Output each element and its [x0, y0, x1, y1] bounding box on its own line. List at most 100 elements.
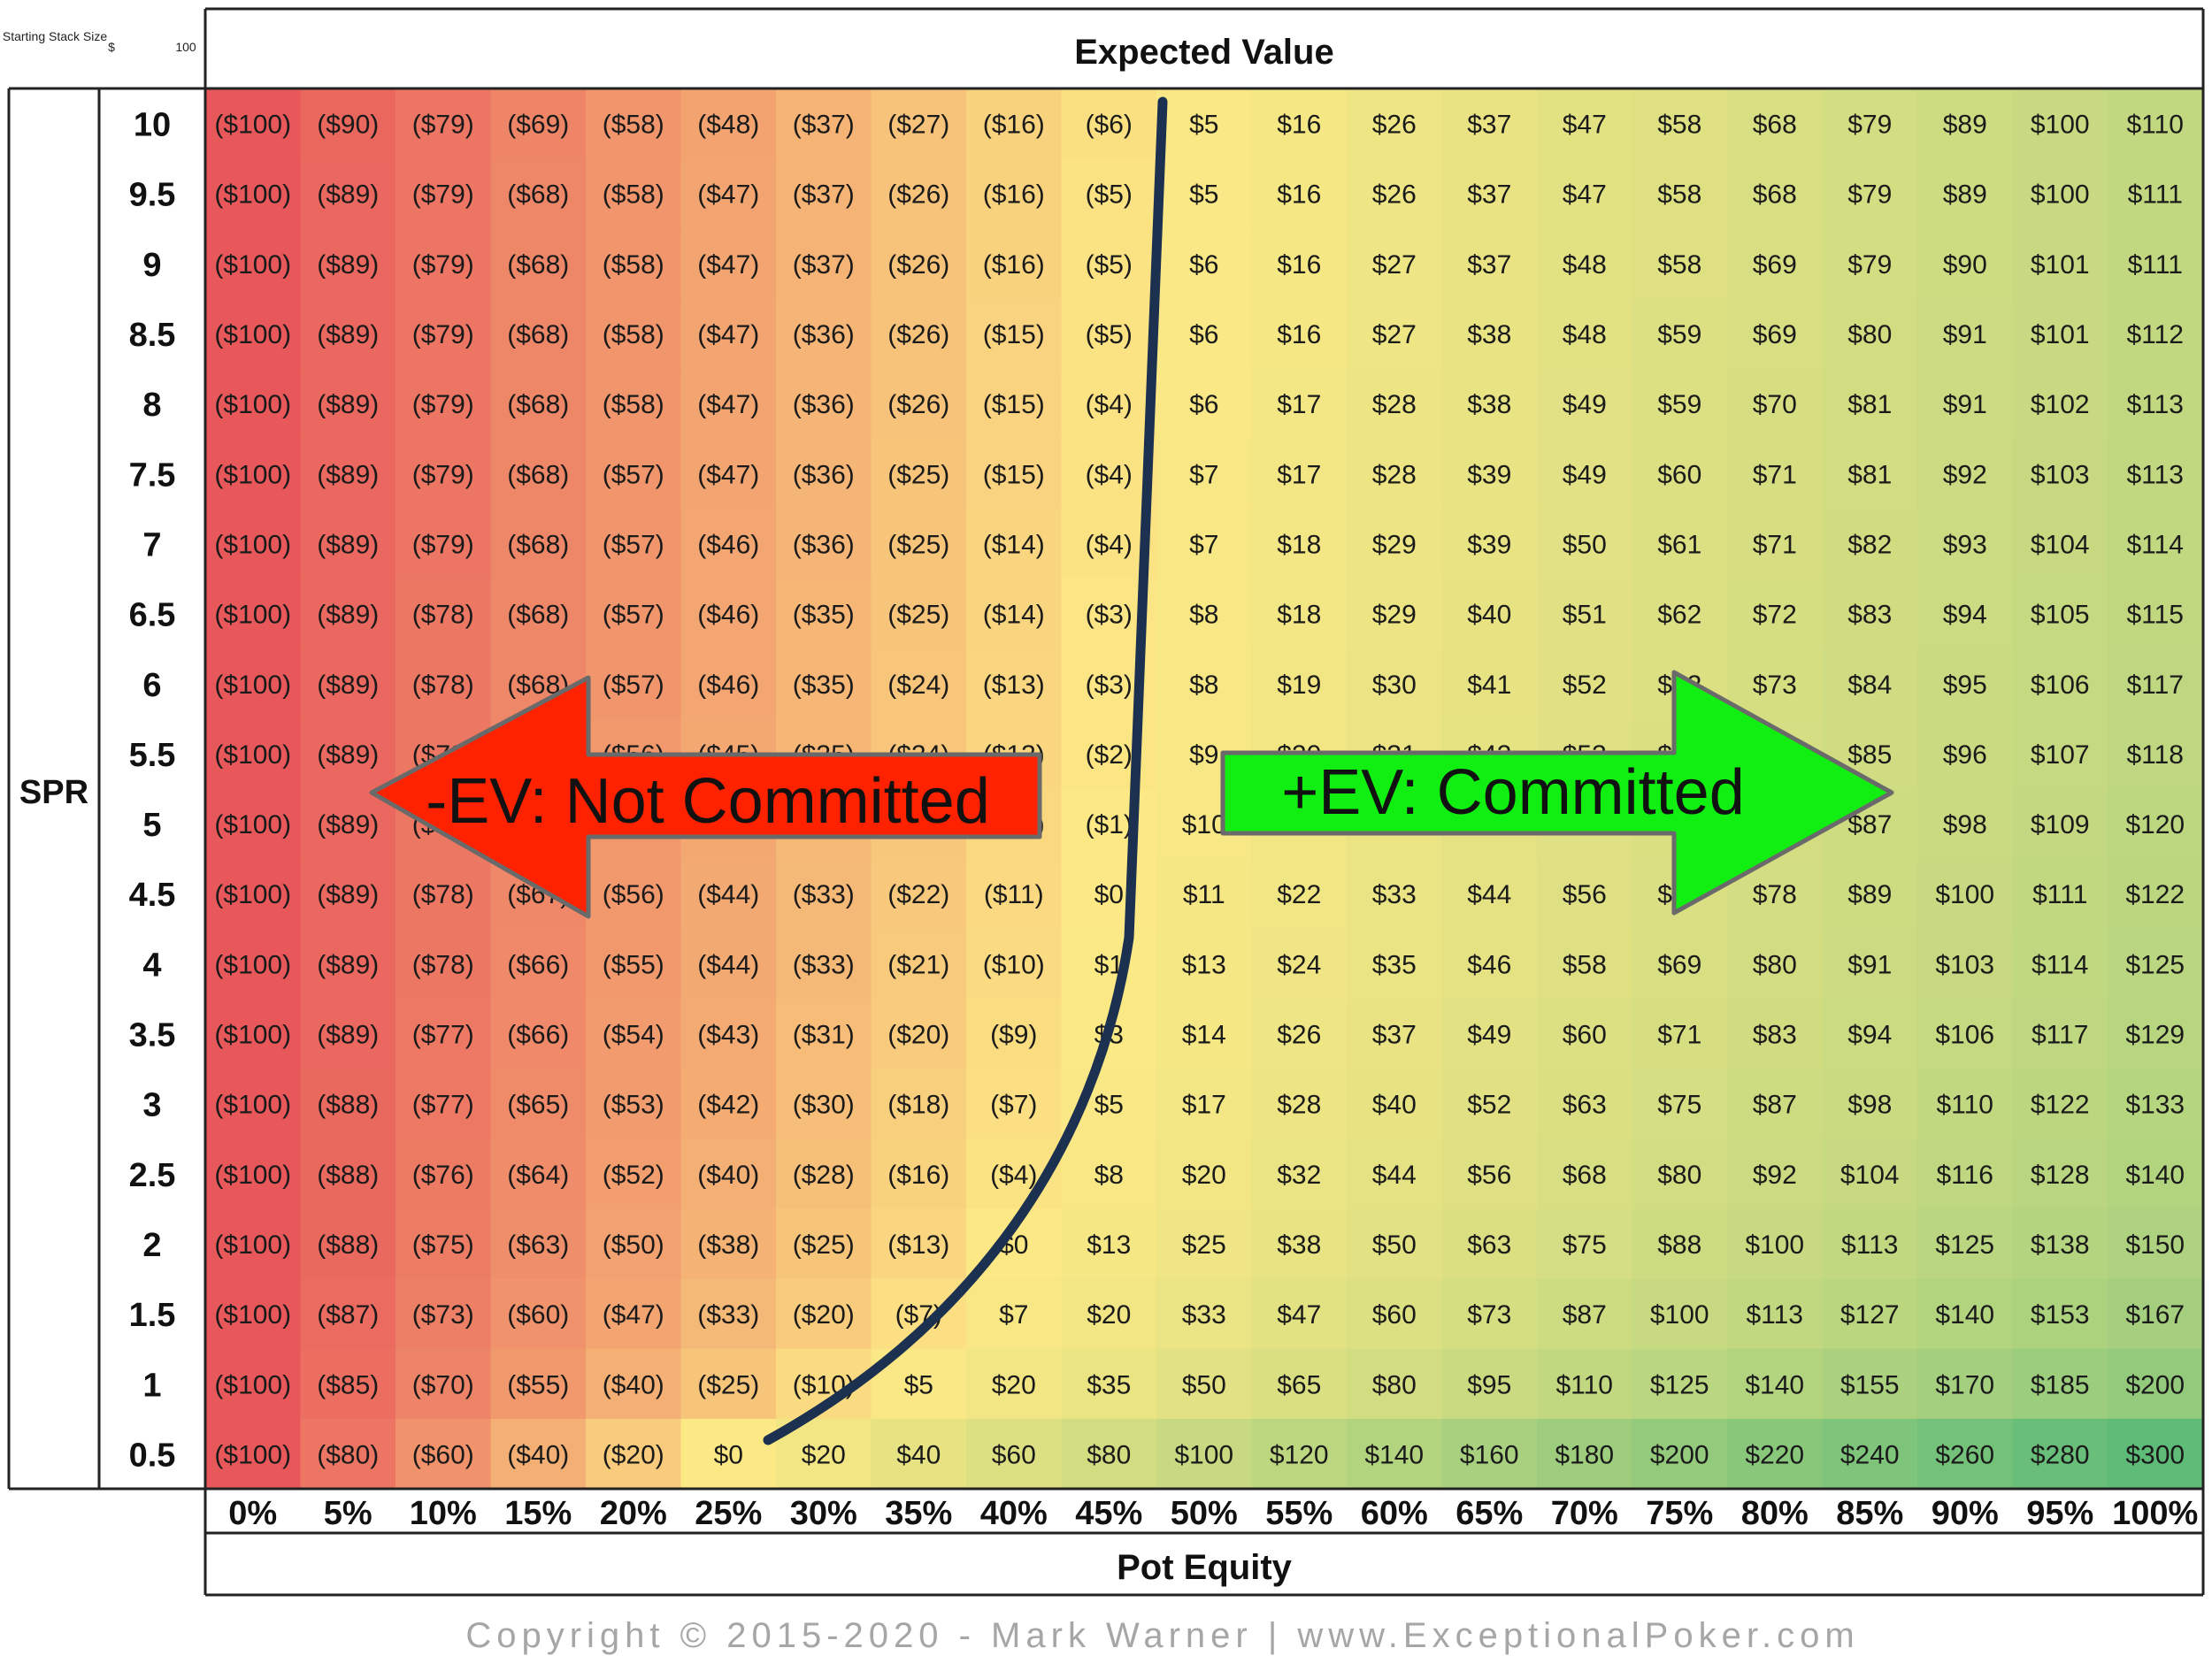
cell-value-label: $27 [1372, 320, 1417, 349]
heatmap-cell [1727, 1138, 1824, 1209]
heatmap-cell [1917, 928, 2014, 1000]
heatmap-cell [1537, 1348, 1633, 1420]
cell-value-label: ($3) [1086, 671, 1133, 700]
heatmap-cell [776, 298, 872, 370]
cell-value-label: ($35) [793, 671, 855, 700]
heatmap-cell [586, 508, 682, 579]
cell-value-label: $75 [1657, 1091, 1701, 1120]
cell-value-label: $65 [1277, 1370, 1321, 1399]
heatmap-cell [1156, 1278, 1253, 1350]
cell-value-label: $94 [1847, 1021, 1892, 1050]
cell-value-label: $91 [1943, 320, 1987, 349]
heatmap-cell [1917, 998, 2014, 1069]
cell-value-label: $300 [2125, 1440, 2185, 1469]
heatmap-cell [1537, 368, 1633, 440]
heatmap-cell [1347, 1069, 1443, 1139]
heatmap-cell [776, 928, 872, 1000]
heatmap-cell [680, 1138, 777, 1209]
x-tick-label: 80% [1741, 1495, 1809, 1532]
heatmap-cell [1347, 858, 1443, 930]
axis-labels: Starting Stack Size $ 100 Expected Value… [3, 29, 2198, 1587]
cell-value-label: $68 [1753, 111, 1797, 140]
y-tick-label: 8.5 [129, 317, 176, 354]
cell-value-label: $78 [1753, 880, 1797, 909]
heatmap-cell [1061, 1208, 1157, 1280]
heatmap-cell [490, 1138, 587, 1209]
cell-value-label: ($88) [317, 1161, 379, 1190]
heatmap-cell [966, 158, 1063, 229]
heatmap-cell [396, 858, 492, 930]
cell-value-label: $7 [1189, 460, 1218, 489]
heatmap-cell [2108, 928, 2204, 1000]
cell-value-label: $70 [1753, 390, 1797, 419]
cell-value-label: $140 [2125, 1161, 2185, 1190]
commitment-curve [763, 96, 1168, 1445]
heatmap-cell [2108, 1069, 2204, 1139]
heatmap-cell [1441, 858, 1538, 930]
heatmap-cell [586, 928, 682, 1000]
cell-value-label: ($100) [214, 530, 291, 559]
heatmap-cell [586, 158, 682, 229]
cell-value-label: $18 [1277, 530, 1321, 559]
heatmap-cell [1061, 1278, 1157, 1350]
heatmap-cell [586, 368, 682, 440]
heatmap-cell [1537, 579, 1633, 649]
heatmap-cell [205, 158, 302, 229]
heatmap-cell [1632, 1208, 1728, 1280]
cell-value-label: $71 [1753, 530, 1797, 559]
heatmap-cell [776, 858, 872, 930]
heatmap-cell [1727, 1208, 1824, 1280]
heatmap-cell [1917, 1208, 2014, 1280]
cell-value-label: $112 [2126, 320, 2184, 349]
heatmap-cell [680, 228, 777, 300]
heatmap-cell [2012, 1418, 2108, 1490]
cell-value-label: ($16) [983, 111, 1045, 140]
heatmap-cell [680, 1348, 777, 1420]
cell-value-label: ($5) [1086, 180, 1133, 210]
heatmap-cell [1822, 1278, 1918, 1350]
heatmap-cell [1251, 1208, 1348, 1280]
heatmap-cell [1156, 88, 1253, 159]
heatmap-cell [1156, 368, 1253, 440]
cell-value-label: ($36) [793, 320, 855, 349]
heatmap-cell [586, 648, 682, 719]
cell-value-label: ($47) [697, 390, 759, 419]
y-tick-label: 5.5 [129, 737, 176, 774]
cell-value-label: ($88) [317, 1230, 379, 1260]
heatmap-cell [1156, 438, 1253, 510]
cell-value-label: $25 [1182, 1230, 1226, 1260]
heatmap-cell [396, 1278, 492, 1350]
cell-value-label: $59 [1657, 320, 1701, 349]
heatmap-cell [1251, 1348, 1348, 1420]
cell-value-label: ($100) [214, 1300, 291, 1330]
heatmap-cell [966, 1348, 1063, 1420]
heatmap-cell [2108, 718, 2204, 790]
cell-value-label: ($68) [507, 180, 569, 210]
heatmap-cell [966, 228, 1063, 300]
cell-value-label: ($100) [214, 250, 291, 280]
cell-value-label: ($64) [507, 1161, 569, 1190]
cell-value-label: ($79) [412, 250, 474, 280]
heatmap-cell [1822, 438, 1918, 510]
cell-value-label: ($63) [507, 1230, 569, 1260]
cell-value-label: $69 [1657, 950, 1701, 979]
x-tick-label: 10% [410, 1495, 477, 1532]
cell-value-label: ($60) [412, 1440, 474, 1469]
heatmap-cell [1251, 1069, 1348, 1139]
heatmap-cell [1156, 1138, 1253, 1209]
cell-value-label: ($33) [793, 950, 855, 979]
cell-value-label: $125 [1650, 1370, 1709, 1399]
cell-value-label: $62 [1657, 601, 1701, 630]
x-tick-labels: 0% 5% 10% 15% 20% 25% 30% 35% 40% 45% 50% 55% 60% 65%… [228, 1495, 2198, 1532]
cell-value-label: $111 [2032, 880, 2087, 909]
heatmap-cell [1917, 858, 2014, 930]
cell-value-label: $27 [1372, 250, 1417, 280]
heatmap-cell [2108, 579, 2204, 649]
cell-value-label: ($47) [697, 180, 759, 210]
cell-value-label: ($40) [697, 1161, 759, 1190]
cell-value-label: $110 [1936, 1091, 1993, 1120]
heatmap-cell [1441, 438, 1538, 510]
cell-value-label: ($76) [412, 1161, 474, 1190]
cell-value-label: $47 [1563, 111, 1607, 140]
